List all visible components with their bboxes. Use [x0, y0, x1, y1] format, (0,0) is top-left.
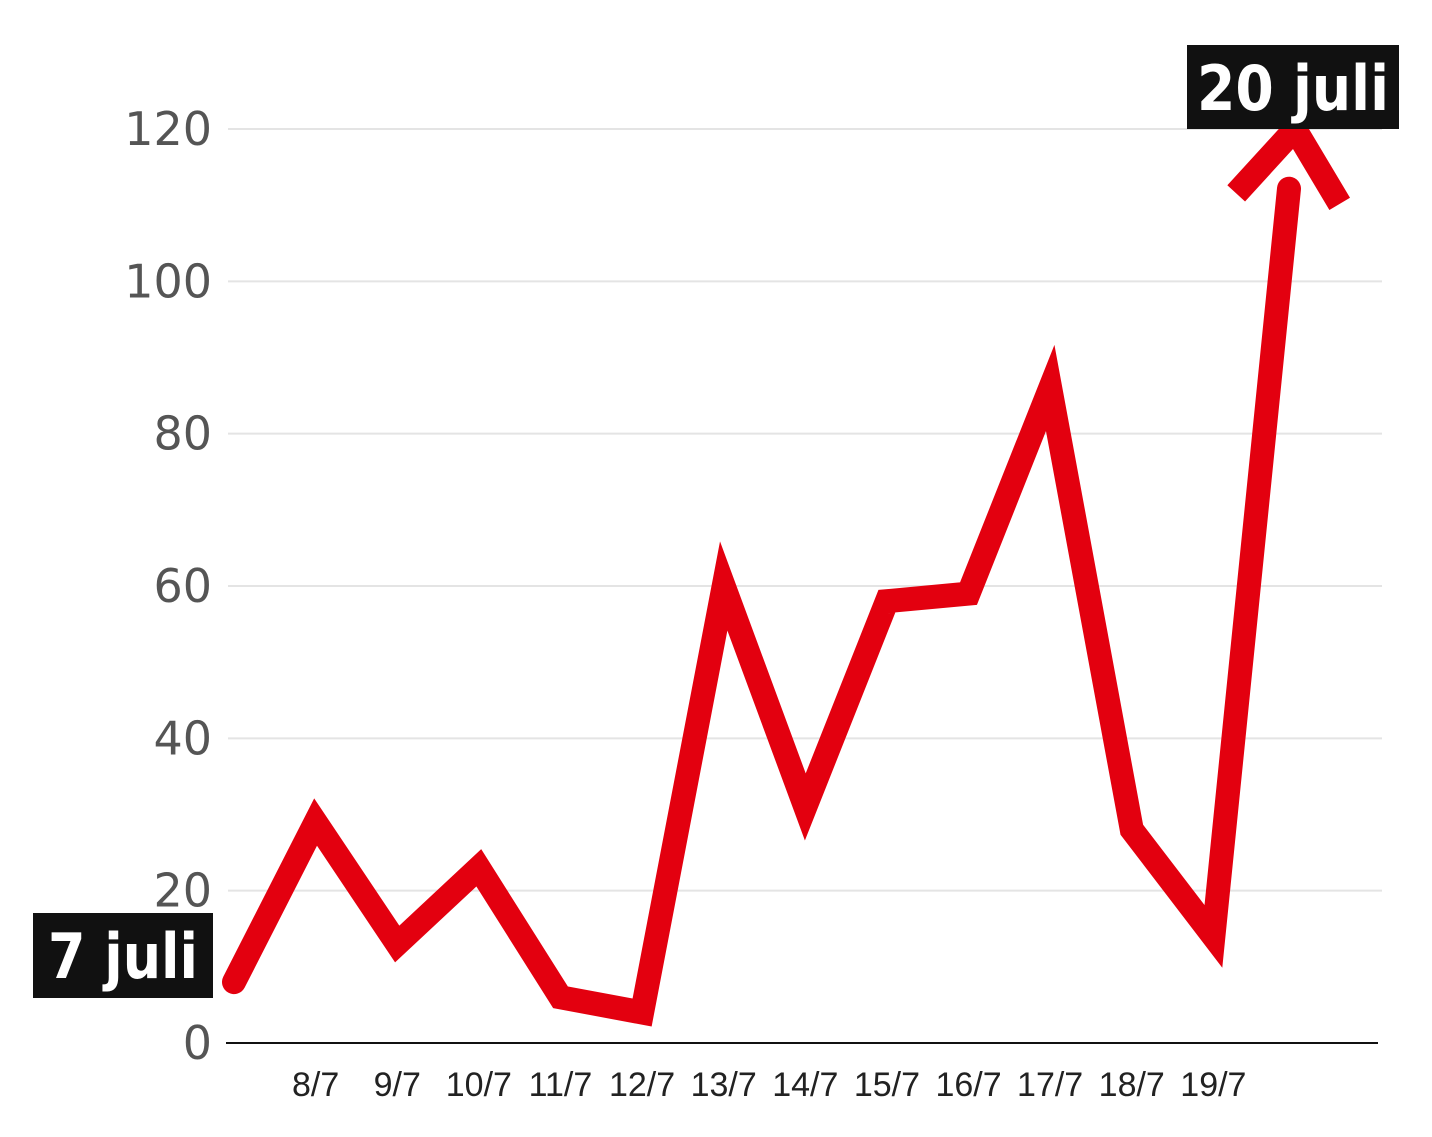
end-label-box: [1187, 45, 1399, 129]
y-tick-label: 100: [124, 254, 212, 308]
end-labels: 7 juli 20 juli: [33, 45, 1399, 998]
x-tick-label: 18/7: [1099, 1066, 1165, 1104]
y-axis-tick-labels: 0 20 40 60 80 100 120: [124, 102, 212, 1070]
x-tick-label: 12/7: [609, 1066, 675, 1104]
y-tick-label: 80: [153, 407, 212, 461]
x-tick-label: 8/7: [292, 1066, 339, 1104]
x-tick-label: 13/7: [691, 1066, 757, 1104]
start-label: 7 juli: [48, 920, 198, 993]
series: [222, 108, 1351, 1027]
x-tick-label: 11/7: [529, 1066, 593, 1104]
x-tick-label: 9/7: [374, 1066, 421, 1104]
y-tick-label: 120: [124, 102, 212, 156]
x-tick-label: 10/7: [446, 1066, 512, 1104]
x-tick-label: 16/7: [935, 1066, 1001, 1104]
series-line: [222, 176, 1301, 1027]
y-tick-label: 20: [153, 864, 212, 918]
x-axis-tick-labels: 8/7 9/7 10/7 11/7 12/7 13/7 14/7 15/7 16/7 17/7 18…: [292, 1066, 1246, 1104]
x-tick-label: 17/7: [1017, 1066, 1083, 1104]
y-tick-label: 0: [183, 1016, 212, 1070]
x-tick-label: 14/7: [772, 1066, 838, 1104]
start-label-box: [33, 913, 213, 998]
x-tick-label: 19/7: [1180, 1066, 1246, 1104]
end-label: 20 juli: [1197, 52, 1389, 125]
y-tick-label: 40: [153, 711, 212, 765]
x-tick-label: 15/7: [854, 1066, 920, 1104]
y-tick-label: 60: [153, 559, 212, 613]
